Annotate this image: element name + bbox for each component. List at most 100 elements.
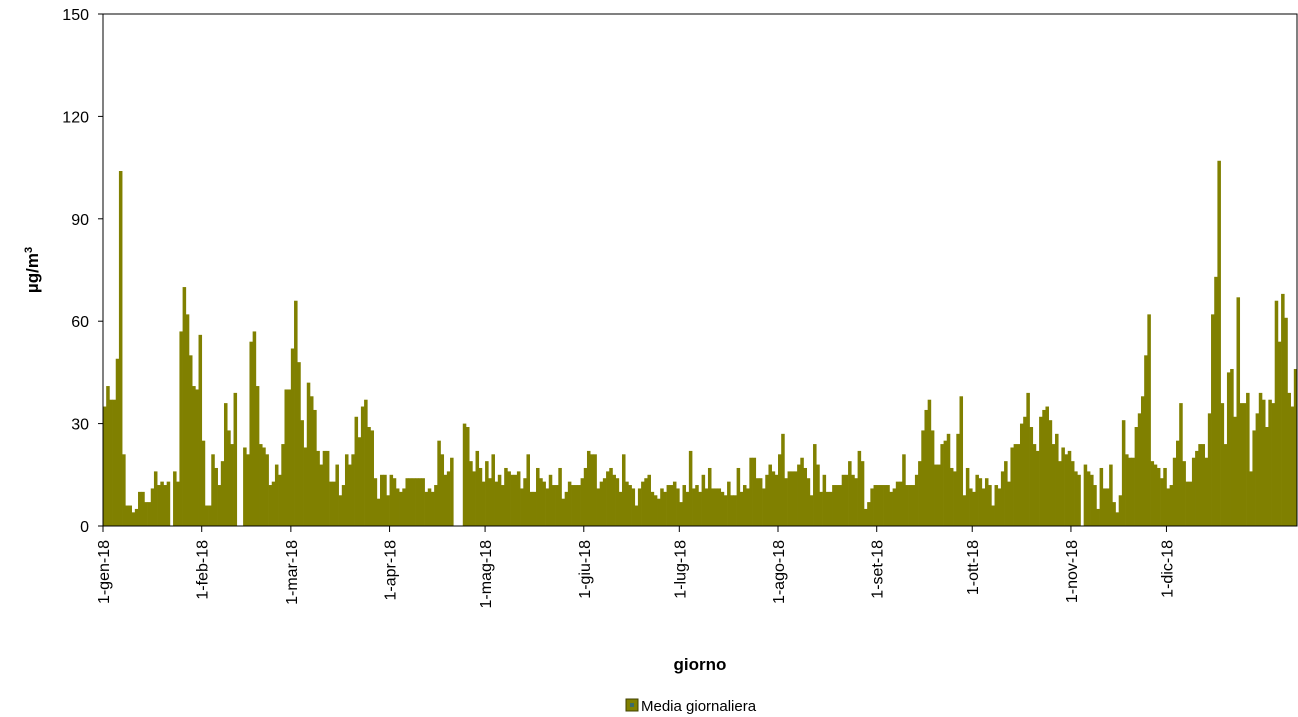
bar [742, 485, 747, 526]
bar [1010, 447, 1014, 526]
bar [940, 444, 944, 526]
bar [618, 491, 623, 526]
bar [1195, 450, 1199, 526]
bar-series [103, 160, 1298, 526]
bar [188, 355, 193, 526]
bar [446, 471, 451, 526]
bar [255, 386, 260, 526]
bar [797, 464, 801, 526]
bar [437, 440, 441, 526]
bar [685, 491, 690, 526]
bar [157, 485, 161, 526]
legend-swatch-marker [630, 703, 634, 707]
x-tick-label: 1-mag-18 [478, 540, 495, 609]
x-tick-label: 1-feb-18 [195, 540, 212, 600]
bar [443, 474, 448, 526]
bar [195, 389, 199, 526]
bar [838, 485, 843, 526]
bar [415, 478, 419, 526]
bar [621, 454, 626, 526]
bar [1185, 481, 1190, 526]
bar [707, 467, 712, 526]
bar [475, 450, 480, 526]
bar [612, 474, 616, 526]
bar [1137, 413, 1142, 526]
bar [1220, 403, 1225, 526]
bar [736, 467, 741, 526]
bar [150, 488, 155, 526]
x-tick-label: 1-giu-18 [577, 540, 594, 599]
bar [723, 495, 728, 526]
bar [300, 420, 304, 526]
bar [109, 399, 113, 526]
bar [364, 399, 368, 526]
bar [411, 478, 416, 526]
bar [892, 488, 897, 526]
bar [1007, 481, 1011, 526]
bar [956, 433, 960, 526]
bar [969, 488, 973, 526]
bar [386, 495, 390, 526]
y-axis-title: µg/m3 [23, 247, 42, 293]
bar [637, 488, 642, 526]
bar [380, 474, 384, 526]
bar [692, 488, 696, 526]
bar [1045, 406, 1049, 526]
bar [625, 481, 629, 526]
bar [676, 488, 680, 526]
bar [984, 478, 989, 526]
x-tick-label: 1-ago-18 [771, 540, 788, 604]
bar [714, 488, 718, 526]
bar [774, 474, 779, 526]
bar [727, 481, 731, 526]
bar [192, 386, 196, 526]
bar [1055, 433, 1059, 526]
bar [160, 481, 164, 526]
bar [1179, 403, 1183, 526]
bar [1207, 413, 1212, 526]
bar [274, 464, 279, 526]
bar [813, 444, 817, 526]
bar [1105, 488, 1110, 526]
bar [883, 485, 887, 526]
bar [303, 447, 308, 526]
bar [1000, 471, 1005, 526]
bar [666, 485, 671, 526]
bar [494, 481, 499, 526]
bar [402, 488, 406, 526]
bar [1277, 341, 1282, 526]
bar [848, 461, 852, 526]
bar [793, 471, 798, 526]
bar [376, 498, 381, 526]
bar [125, 505, 129, 526]
bar [1061, 447, 1065, 526]
bar [284, 389, 289, 526]
bar [427, 488, 432, 526]
x-axis-title: giorno [674, 655, 727, 674]
bar [994, 485, 999, 526]
bar [246, 454, 250, 526]
bar [488, 478, 492, 526]
bar [373, 478, 378, 526]
bar [819, 491, 823, 526]
bar [628, 485, 632, 526]
bar [1121, 420, 1126, 526]
bar [695, 485, 699, 526]
bar [1163, 467, 1167, 526]
bar [832, 485, 836, 526]
y-axis: 0 30 60 90 120 150 [62, 7, 103, 536]
bar [450, 457, 454, 526]
bar [1144, 355, 1148, 526]
bar [1051, 444, 1056, 526]
bar [217, 485, 222, 526]
bar [657, 498, 661, 526]
bar [1029, 427, 1034, 526]
bar [755, 478, 760, 526]
bar [1042, 409, 1046, 526]
bar [771, 471, 776, 526]
bar [717, 488, 722, 526]
bar [462, 423, 467, 526]
bar [271, 481, 276, 526]
bar [905, 485, 909, 526]
bar [118, 171, 123, 526]
